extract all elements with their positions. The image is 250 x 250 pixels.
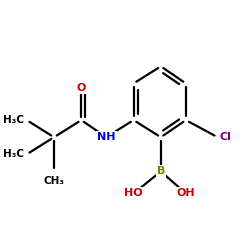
Text: B: B	[157, 166, 165, 176]
Text: Cl: Cl	[220, 132, 232, 142]
Text: HO: HO	[124, 188, 143, 198]
Text: CH₃: CH₃	[44, 176, 64, 186]
Text: H₃C: H₃C	[4, 115, 24, 125]
Text: O: O	[76, 83, 86, 93]
Text: OH: OH	[176, 188, 195, 198]
Text: NH: NH	[97, 132, 116, 142]
Text: H₃C: H₃C	[4, 149, 24, 159]
